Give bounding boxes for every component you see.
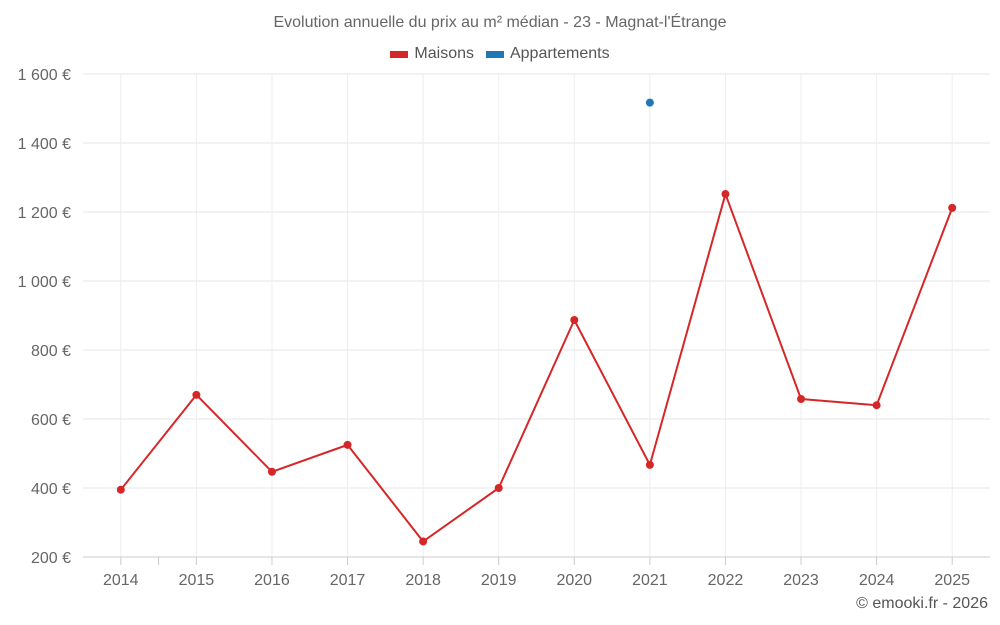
x-tick-label: 2025 [934, 572, 970, 589]
y-axis-tick-labels: 200 € 400 € 600 € 800 € 1 000 € 1 200 € 1 400 … [18, 67, 71, 567]
x-axis-tick-labels: 2014 2015 2016 2017 2018 2019 2020 2021 2022 2023… [103, 572, 970, 589]
chart-title: Evolution annuelle du prix au m² médian … [273, 14, 727, 31]
x-tick-label: 2014 [103, 572, 139, 589]
x-tick-label: 2023 [783, 572, 819, 589]
legend: Maisons Appartements [0, 45, 1000, 63]
data-point-appartements-2021 [645, 98, 654, 107]
x-tick-label: 2017 [330, 572, 366, 589]
legend-swatch-appartements [485, 50, 504, 58]
data-point-maisons-2015 [192, 390, 201, 399]
axes [83, 556, 990, 565]
data-point-maisons-2017 [343, 440, 352, 449]
data-point-maisons-2021 [645, 460, 654, 469]
data-point-maisons-2024 [872, 401, 881, 410]
grid-lines [83, 73, 990, 557]
x-tick-label: 2021 [632, 572, 668, 589]
x-tick-label: 2019 [481, 572, 517, 589]
x-tick-label: 2015 [179, 572, 215, 589]
data-point-maisons-2020 [570, 315, 579, 324]
legend-label-appartements: Appartements [509, 45, 610, 62]
data-point-maisons-2025 [948, 203, 957, 212]
legend-swatch-maisons [390, 50, 409, 58]
x-tick-label: 2022 [708, 572, 744, 589]
y-tick-label: 400 € [31, 481, 71, 498]
data-point-maisons-2018 [419, 537, 428, 546]
y-tick-label: 1 200 € [18, 205, 71, 222]
legend-item-maisons[interactable]: Maisons [390, 45, 474, 63]
x-tick-label: 2024 [859, 572, 895, 589]
x-tick-label: 2018 [405, 572, 441, 589]
y-tick-label: 1 400 € [18, 136, 71, 153]
legend-item-appartements[interactable]: Appartements [485, 45, 610, 63]
data-point-maisons-2014 [116, 485, 125, 494]
data-point-maisons-2019 [494, 484, 503, 492]
x-tick-label: 2020 [556, 572, 592, 589]
x-tick-label: 2016 [254, 572, 290, 589]
data-point-maisons-2022 [721, 190, 730, 199]
y-tick-label: 1 000 € [18, 274, 71, 291]
series-layer [116, 98, 957, 546]
data-point-maisons-2016 [267, 467, 276, 476]
data-point-maisons-2023 [797, 394, 806, 403]
y-tick-label: 1 600 € [18, 67, 71, 84]
y-tick-label: 800 € [31, 343, 71, 360]
legend-label-maisons: Maisons [414, 45, 474, 62]
credit-text: © emooki.fr - 2026 [856, 595, 988, 612]
y-tick-label: 600 € [31, 412, 71, 429]
y-tick-label: 200 € [31, 550, 71, 567]
series-line-maisons [120, 193, 954, 543]
